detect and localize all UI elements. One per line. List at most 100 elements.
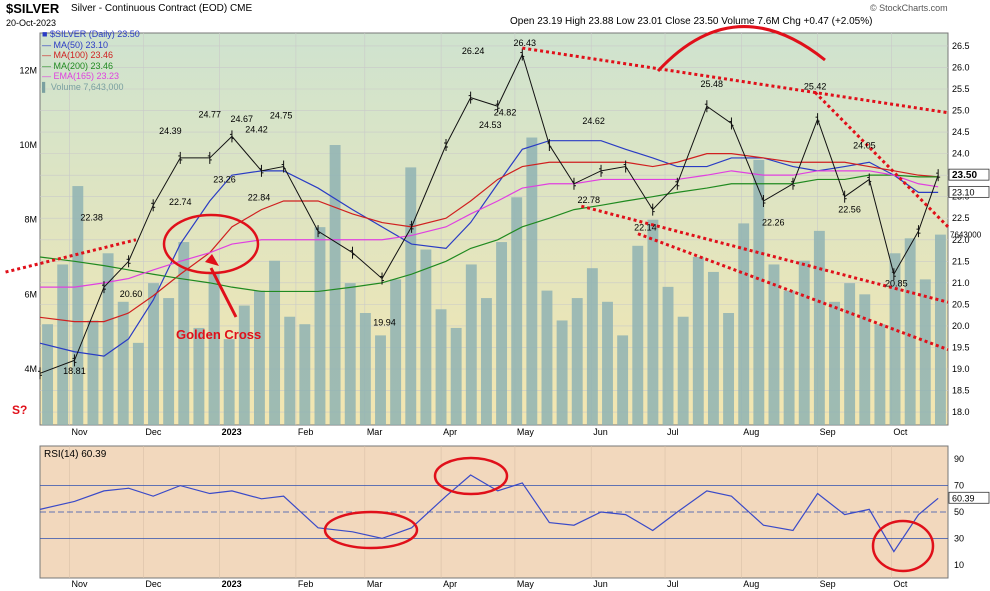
price-x-label: Feb <box>298 427 314 437</box>
volume-bar <box>541 290 553 425</box>
golden-cross-label: Golden Cross <box>176 327 261 342</box>
price-tick-label: 18.0 <box>952 407 970 417</box>
price-label: 24.42 <box>245 125 268 135</box>
volume-bar <box>783 290 795 425</box>
ma200-line <box>39 174 939 293</box>
volume-bar <box>238 305 250 425</box>
volume-bar <box>465 264 477 425</box>
volume-bar <box>526 137 538 426</box>
price-label: 24.62 <box>582 116 605 126</box>
rsi-tick-label: 50 <box>954 507 964 517</box>
price-label: 24.82 <box>494 107 517 117</box>
price-label: 23.26 <box>213 174 236 184</box>
price-line <box>39 53 939 374</box>
volume-bar <box>602 301 613 425</box>
price-label: 25.42 <box>804 81 827 91</box>
rsi-x-label: Nov <box>72 579 89 589</box>
volume-bar <box>87 320 99 425</box>
volume-bar <box>647 219 659 425</box>
price-tick-label: 22.5 <box>952 213 970 223</box>
price-tick-label: 21.5 <box>952 256 970 266</box>
volume-bar <box>284 316 296 425</box>
price-label: 22.38 <box>80 212 103 222</box>
question-label: S? <box>12 403 27 417</box>
price-tick-label: 26.0 <box>952 62 970 72</box>
golden-cross-ellipse <box>162 213 260 275</box>
rsi-last-tag-box <box>948 491 990 504</box>
volume-bar <box>859 294 871 425</box>
trendline <box>814 91 950 228</box>
volume-bar <box>299 324 311 425</box>
rsi-recent-low-ellipse <box>871 519 935 573</box>
volume-bar <box>314 227 326 425</box>
rsi-x-label: May <box>517 579 535 589</box>
volume-tick-label: 6M <box>24 289 37 299</box>
price-x-label: Sep <box>820 427 836 437</box>
volume-bar <box>919 279 931 425</box>
chart-exchange: CME <box>229 3 253 14</box>
rsi-x-label: Feb <box>298 579 314 589</box>
volume-bar <box>223 339 235 425</box>
price-tick-label: 24.5 <box>952 127 970 137</box>
rsi-x-label: Apr <box>443 579 457 589</box>
volume-bar <box>329 145 341 425</box>
volume-bar <box>556 320 568 425</box>
rsi-last-tag: 60.39 <box>952 493 975 503</box>
rsi-x-label: Aug <box>743 579 759 589</box>
chart-symbol: $SILVER <box>6 1 60 16</box>
volume-tag: 7643000 <box>950 231 982 240</box>
price-label: 18.81 <box>63 366 86 376</box>
trendline <box>5 238 137 274</box>
volume-bar <box>178 242 190 425</box>
price-tick-label: 24.0 <box>952 149 970 159</box>
chart-date: 20-Oct-2023 <box>6 18 57 28</box>
legend-ma200: MA(200) 23.46 <box>53 60 114 71</box>
price-x-label: Jun <box>593 427 608 437</box>
price-x-label: Dec <box>145 427 162 437</box>
volume-bar <box>57 264 69 425</box>
legend-ma50: MA(50) 23.10 <box>53 39 109 50</box>
volume-bar <box>904 238 916 425</box>
price-x-label: Mar <box>367 427 383 437</box>
price-x-label: Nov <box>72 427 89 437</box>
chart-description: Silver - Continuous Contract (EOD) <box>71 3 228 14</box>
price-tick-label: 19.0 <box>952 364 970 374</box>
legend-price: $SILVER (Daily) 23.50 <box>49 29 140 39</box>
volume-bar <box>768 264 780 425</box>
golden-cross-arrow <box>209 267 238 318</box>
rsi-x-label: Jul <box>667 579 679 589</box>
rsi-tick-label: 10 <box>954 560 964 570</box>
volume-bar <box>723 313 735 425</box>
price-tick-label: 19.5 <box>952 342 970 352</box>
volume-tick-label: 8M <box>24 215 37 225</box>
rsi-line <box>39 474 939 553</box>
volume-bar <box>632 245 644 425</box>
price-label: 24.39 <box>159 126 182 136</box>
ma50-line <box>39 140 939 357</box>
volume-bar <box>390 279 402 425</box>
volume-bar <box>132 342 144 425</box>
price-x-label: Jul <box>667 427 679 437</box>
price-panel <box>39 32 949 426</box>
price-label: 19.94 <box>373 318 396 328</box>
volume-tick-label: 12M <box>19 65 37 75</box>
price-tick-label: 21.0 <box>952 278 970 288</box>
volume-bar <box>208 271 220 425</box>
price-tick-label: 22.0 <box>952 235 970 245</box>
volume-bar <box>359 313 371 425</box>
top-arc <box>656 25 826 73</box>
volume-bar <box>496 242 508 425</box>
rsi-x-label: Jun <box>593 579 608 589</box>
rsi-x-label: Oct <box>893 579 908 589</box>
rsi-oversold-ellipse <box>323 510 419 550</box>
ma100-line <box>39 153 939 323</box>
legend-ma100: MA(100) 23.46 <box>53 50 114 60</box>
price-label: 20.60 <box>120 289 143 299</box>
volume-bar <box>450 327 462 425</box>
rsi-x-label: Sep <box>820 579 836 589</box>
volume-bar <box>753 159 765 425</box>
volume-bar <box>480 298 492 425</box>
stockcharts-watermark: © StockCharts.com <box>870 3 948 13</box>
rsi-x-label: 2023 <box>222 579 242 589</box>
volume-bar <box>42 324 54 425</box>
